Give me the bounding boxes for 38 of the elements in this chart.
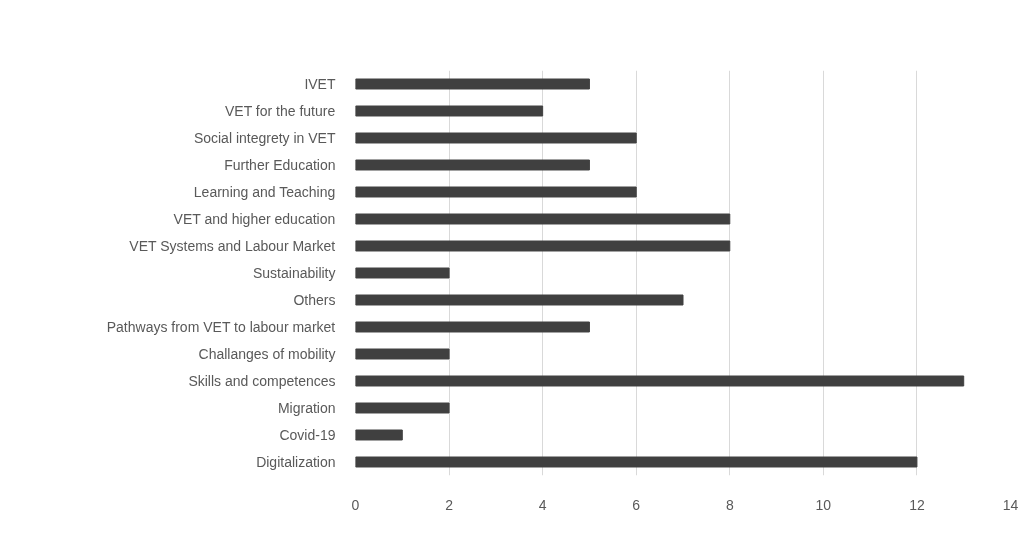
y-tick-label: Pathways from VET to labour market <box>106 319 336 335</box>
y-tick-label: Digitalization <box>256 454 336 470</box>
y-tick-label: Others <box>293 292 336 308</box>
bar <box>355 267 450 279</box>
bar <box>355 186 637 198</box>
x-tick-label: 4 <box>538 496 547 513</box>
bar <box>355 375 965 387</box>
x-tick-label: 10 <box>815 496 832 513</box>
y-tick-label: Challanges of mobility <box>198 346 336 362</box>
bar <box>355 240 731 252</box>
y-tick-label: Migration <box>277 400 336 416</box>
x-tick-label: 14 <box>1002 496 1019 513</box>
bar <box>355 402 450 414</box>
bar <box>355 159 590 171</box>
bar <box>355 429 403 441</box>
x-tick-label: 0 <box>351 496 360 513</box>
y-tick-label: Covid-19 <box>279 427 336 443</box>
y-tick-label: VET Systems and Labour Market <box>129 238 336 254</box>
y-tick-label: Further Education <box>224 157 336 173</box>
x-tick-label: 12 <box>909 496 925 513</box>
x-tick-label: 8 <box>725 496 734 513</box>
bar <box>355 105 544 117</box>
y-tick-label: Skills and competences <box>188 373 336 389</box>
bar <box>355 294 684 306</box>
x-tick-label: 6 <box>632 496 641 513</box>
bar <box>355 78 590 90</box>
y-tick-label: Social integrety in VET <box>193 130 336 146</box>
x-tick-label: 2 <box>445 496 454 513</box>
bar <box>355 348 450 360</box>
y-tick-label: Sustainability <box>253 265 336 281</box>
y-tick-label: IVET <box>304 76 336 92</box>
y-tick-label: Learning and Teaching <box>193 184 336 200</box>
y-tick-label: VET and higher education <box>173 211 336 227</box>
bar <box>355 132 637 144</box>
bar <box>355 456 918 468</box>
bar <box>355 321 590 333</box>
y-tick-label: VET for the future <box>225 103 336 119</box>
bar <box>355 213 731 225</box>
